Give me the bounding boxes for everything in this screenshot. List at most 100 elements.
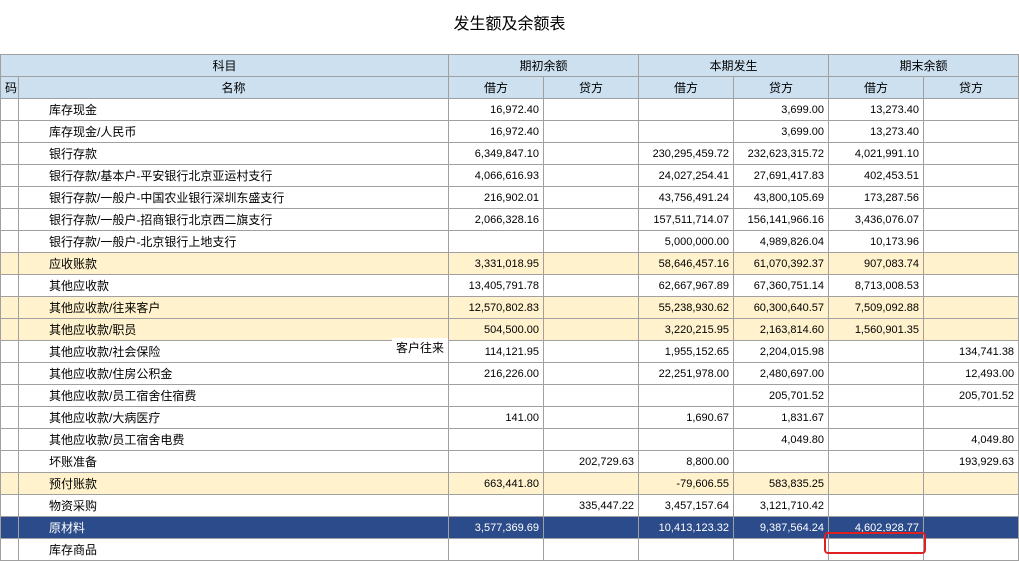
cell-open-credit[interactable] [544,539,639,561]
cell-end-credit[interactable] [924,517,1019,539]
table-row[interactable]: 其他应收款/往来客户12,570,802.83 55,238,930.6260,3… [1,297,1019,319]
header-code[interactable]: 码 [1,77,19,99]
table-row[interactable]: 银行存款/基本户-平安银行北京亚运村支行4,066,616.93 24,027,2… [1,165,1019,187]
table-row[interactable]: 坏账准备202,729.638,800.00193,929.63 [1,451,1019,473]
cell-end-debit[interactable] [829,539,924,561]
cell-open-debit[interactable]: 4,066,616.93 [449,165,544,187]
cell-cur-debit[interactable]: 5,000,000.00 [639,231,734,253]
cell-cur-debit[interactable]: 55,238,930.62 [639,297,734,319]
cell-cur-debit[interactable]: 24,027,254.41 [639,165,734,187]
cell-name[interactable]: 其他应收款 [19,275,449,297]
header-cur-credit[interactable]: 贷方 [734,77,829,99]
cell-end-credit[interactable] [924,539,1019,561]
cell-code[interactable] [1,407,19,429]
cell-open-credit[interactable] [544,275,639,297]
cell-name[interactable]: 银行存款/一般户-北京银行上地支行 [19,231,449,253]
table-row[interactable]: 其他应收款13,405,791.78 62,667,967.8967,360,75… [1,275,1019,297]
cell-cur-debit[interactable]: 3,220,215.95 [639,319,734,341]
cell-cur-debit[interactable]: 22,251,978.00 [639,363,734,385]
cell-open-debit[interactable]: 6,349,847.10 [449,143,544,165]
table-row[interactable]: 库存现金/人民币16,972.40 3,699.0013,273.40 [1,121,1019,143]
cell-end-debit[interactable]: 13,273.40 [829,99,924,121]
cell-end-debit[interactable]: 907,083.74 [829,253,924,275]
cell-open-credit[interactable] [544,363,639,385]
cell-open-debit[interactable]: 16,972.40 [449,99,544,121]
cell-cur-credit[interactable]: 4,049.80 [734,429,829,451]
cell-code[interactable] [1,363,19,385]
table-row[interactable]: 其他应收款/员工宿舍住宿费205,701.52205,701.52 [1,385,1019,407]
cell-cur-debit[interactable]: 62,667,967.89 [639,275,734,297]
cell-end-debit[interactable]: 4,602,928.77 [829,517,924,539]
cell-open-credit[interactable] [544,209,639,231]
cell-open-credit[interactable] [544,319,639,341]
cell-name[interactable]: 银行存款/基本户-平安银行北京亚运村支行 [19,165,449,187]
cell-end-credit[interactable]: 4,049.80 [924,429,1019,451]
cell-end-debit[interactable] [829,473,924,495]
cell-open-credit[interactable] [544,99,639,121]
cell-cur-credit[interactable]: 60,300,640.57 [734,297,829,319]
cell-end-debit[interactable] [829,385,924,407]
cell-name[interactable]: 库存现金/人民币 [19,121,449,143]
cell-end-credit[interactable]: 134,741.38 [924,341,1019,363]
cell-end-debit[interactable]: 402,453.51 [829,165,924,187]
cell-cur-debit[interactable]: 8,800.00 [639,451,734,473]
cell-end-debit[interactable]: 13,273.40 [829,121,924,143]
cell-cur-credit[interactable] [734,539,829,561]
cell-end-debit[interactable] [829,451,924,473]
cell-name[interactable]: 其他应收款/大病医疗 [19,407,449,429]
header-open-debit[interactable]: 借方 [449,77,544,99]
cell-cur-credit[interactable]: 2,480,697.00 [734,363,829,385]
cell-code[interactable] [1,121,19,143]
cell-cur-credit[interactable]: 3,699.00 [734,99,829,121]
cell-name[interactable]: 其他应收款/往来客户 [19,297,449,319]
cell-cur-debit[interactable]: -79,606.55 [639,473,734,495]
cell-end-credit[interactable] [924,319,1019,341]
cell-end-debit[interactable]: 3,436,076.07 [829,209,924,231]
table-row[interactable]: 其他应收款/职员504,500.00 3,220,215.952,163,814.… [1,319,1019,341]
cell-open-debit[interactable]: 504,500.00 [449,319,544,341]
cell-cur-credit[interactable]: 3,699.00 [734,121,829,143]
cell-name[interactable]: 银行存款/一般户-中国农业银行深圳东盛支行 [19,187,449,209]
table-row[interactable]: 银行存款/一般户-招商银行北京西二旗支行2,066,328.16157,511,… [1,209,1019,231]
cell-open-debit[interactable]: 141.00 [449,407,544,429]
cell-end-credit[interactable] [924,407,1019,429]
cell-name[interactable]: 其他应收款/职员 [19,319,449,341]
cell-open-debit[interactable] [449,451,544,473]
cell-open-debit[interactable]: 216,226.00 [449,363,544,385]
cell-cur-credit[interactable]: 2,163,814.60 [734,319,829,341]
cell-open-debit[interactable]: 13,405,791.78 [449,275,544,297]
cell-end-debit[interactable]: 4,021,991.10 [829,143,924,165]
cell-code[interactable] [1,495,19,517]
cell-cur-credit[interactable]: 156,141,966.16 [734,209,829,231]
cell-end-debit[interactable] [829,495,924,517]
cell-open-credit[interactable] [544,385,639,407]
cell-end-credit[interactable] [924,297,1019,319]
cell-cur-credit[interactable]: 67,360,751.14 [734,275,829,297]
cell-end-credit[interactable] [924,121,1019,143]
cell-end-debit[interactable]: 173,287.56 [829,187,924,209]
cell-code[interactable] [1,385,19,407]
cell-code[interactable] [1,517,19,539]
cell-code[interactable] [1,143,19,165]
cell-open-debit[interactable]: 12,570,802.83 [449,297,544,319]
cell-cur-debit[interactable] [639,121,734,143]
cell-open-credit[interactable] [544,407,639,429]
cell-name[interactable]: 物资采购 [19,495,449,517]
cell-open-debit[interactable] [449,495,544,517]
cell-code[interactable] [1,319,19,341]
cell-open-debit[interactable] [449,539,544,561]
cell-end-credit[interactable] [924,473,1019,495]
cell-end-credit[interactable] [924,209,1019,231]
cell-end-debit[interactable]: 1,560,901.35 [829,319,924,341]
cell-open-debit[interactable]: 16,972.40 [449,121,544,143]
cell-name[interactable]: 其他应收款/员工宿舍电费 [19,429,449,451]
cell-name[interactable]: 原材料 [19,517,449,539]
cell-cur-credit[interactable]: 583,835.25 [734,473,829,495]
cell-open-debit[interactable] [449,231,544,253]
cell-end-credit[interactable] [924,143,1019,165]
cell-open-credit[interactable] [544,341,639,363]
cell-code[interactable] [1,253,19,275]
cell-end-debit[interactable] [829,407,924,429]
cell-name[interactable]: 库存商品 [19,539,449,561]
cell-open-debit[interactable] [449,429,544,451]
